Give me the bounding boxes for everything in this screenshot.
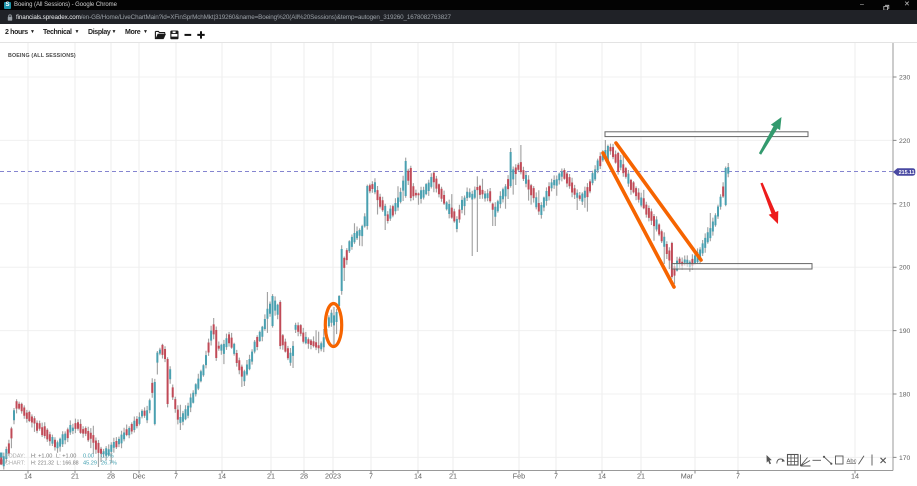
svg-text:28: 28: [300, 472, 308, 481]
svg-text:215.11: 215.11: [899, 170, 915, 176]
svg-text:14: 14: [598, 472, 606, 481]
svg-text:170: 170: [899, 455, 911, 462]
svg-text:7: 7: [554, 472, 558, 481]
svg-text:Dec: Dec: [133, 472, 146, 481]
svg-text:14: 14: [851, 472, 859, 481]
svg-text:Feb: Feb: [513, 472, 525, 481]
svg-text:190: 190: [899, 328, 911, 335]
svg-text:200: 200: [899, 265, 911, 272]
svg-text:TODAY:: TODAY:: [5, 454, 25, 460]
svg-text:L: 166.88: L: 166.88: [57, 461, 79, 467]
svg-text:7: 7: [174, 472, 178, 481]
svg-text:L: +1.00: L: +1.00: [56, 454, 76, 460]
svg-text:0.00: 0.00: [83, 454, 94, 460]
svg-text:220: 220: [899, 138, 911, 145]
svg-text:21: 21: [449, 472, 457, 481]
svg-text:7: 7: [369, 472, 373, 481]
svg-text:180: 180: [899, 392, 911, 399]
svg-text:21: 21: [71, 472, 79, 481]
svg-text:H: 221.32: H: 221.32: [31, 461, 54, 467]
svg-text:2023: 2023: [325, 472, 341, 481]
svg-text:45.29: 45.29: [83, 461, 97, 467]
svg-text:210: 210: [899, 201, 911, 208]
svg-text:21: 21: [637, 472, 645, 481]
svg-text:14: 14: [414, 472, 422, 481]
svg-text:21: 21: [267, 472, 275, 481]
svg-text:BOEING (ALL SESSIONS): BOEING (ALL SESSIONS): [8, 53, 76, 59]
svg-text:Mar: Mar: [681, 472, 694, 481]
svg-text:28: 28: [107, 472, 115, 481]
svg-text:H: +1.00: H: +1.00: [31, 454, 52, 460]
svg-text:230: 230: [899, 75, 911, 82]
svg-text:14: 14: [24, 472, 32, 481]
svg-text:Abc: Abc: [847, 459, 857, 465]
svg-text:26.7%: 26.7%: [101, 461, 117, 467]
svg-text:CHART:: CHART:: [5, 461, 26, 467]
svg-text:0.0%: 0.0%: [101, 454, 114, 460]
svg-text:14: 14: [218, 472, 226, 481]
svg-text:7: 7: [736, 472, 740, 481]
